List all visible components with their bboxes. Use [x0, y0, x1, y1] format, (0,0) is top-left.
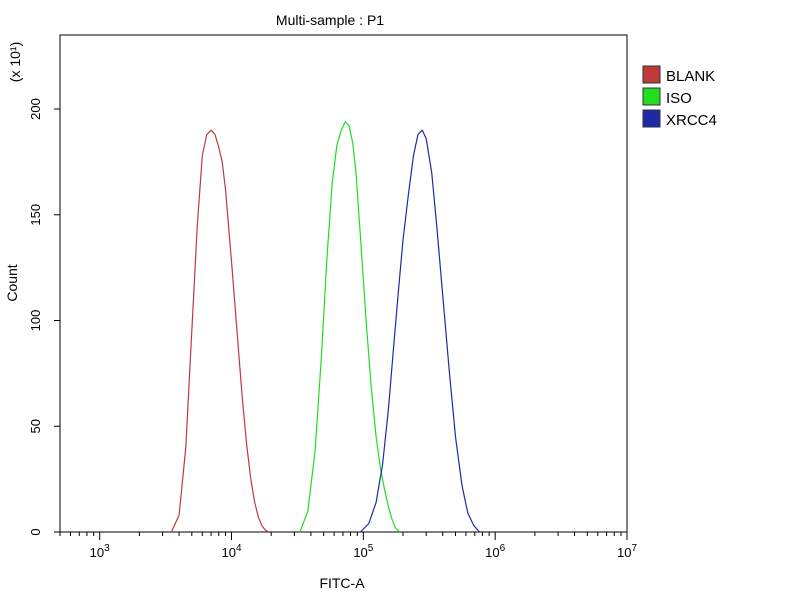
series-group	[170, 121, 480, 533]
y-tick-label-1: 50	[28, 419, 43, 433]
y-tick-label-4: 200	[28, 98, 43, 120]
legend-label-xrcc4: XRCC4	[666, 112, 717, 129]
x-axis-title: FITC-A	[319, 575, 365, 591]
legend-label-iso: ISO	[666, 90, 692, 107]
x-tick-label-2: 105	[353, 543, 373, 560]
legend: BLANK ISO XRCC4	[642, 65, 717, 129]
y-tick-label-2: 100	[28, 310, 43, 332]
legend-swatch-blank	[642, 65, 661, 84]
x-axis: 103 104 105 106 107	[59, 532, 637, 560]
y-tick-label-0: 0	[28, 528, 43, 535]
legend-label-blank: BLANK	[666, 68, 715, 85]
plot-frame	[59, 34, 628, 533]
x-tick-label-0: 103	[90, 543, 110, 560]
series-line-xrcc4	[359, 129, 480, 533]
legend-swatch-iso	[642, 87, 661, 106]
series-line-iso	[299, 121, 401, 533]
series-line-blank	[170, 129, 269, 533]
x-tick-label-3: 106	[485, 543, 505, 560]
y-axis: 0 50 100 150 200	[28, 98, 60, 536]
legend-swatch-xrcc4	[642, 109, 661, 128]
y-axis-title: Count	[4, 264, 20, 301]
x-tick-label-4: 107	[617, 543, 637, 560]
chart-title: Multi-sample : P1	[276, 12, 384, 28]
x-tick-label-1: 104	[221, 543, 241, 560]
y-multiplier-label: (x 10¹)	[7, 42, 23, 82]
y-tick-label-3: 150	[28, 204, 43, 226]
